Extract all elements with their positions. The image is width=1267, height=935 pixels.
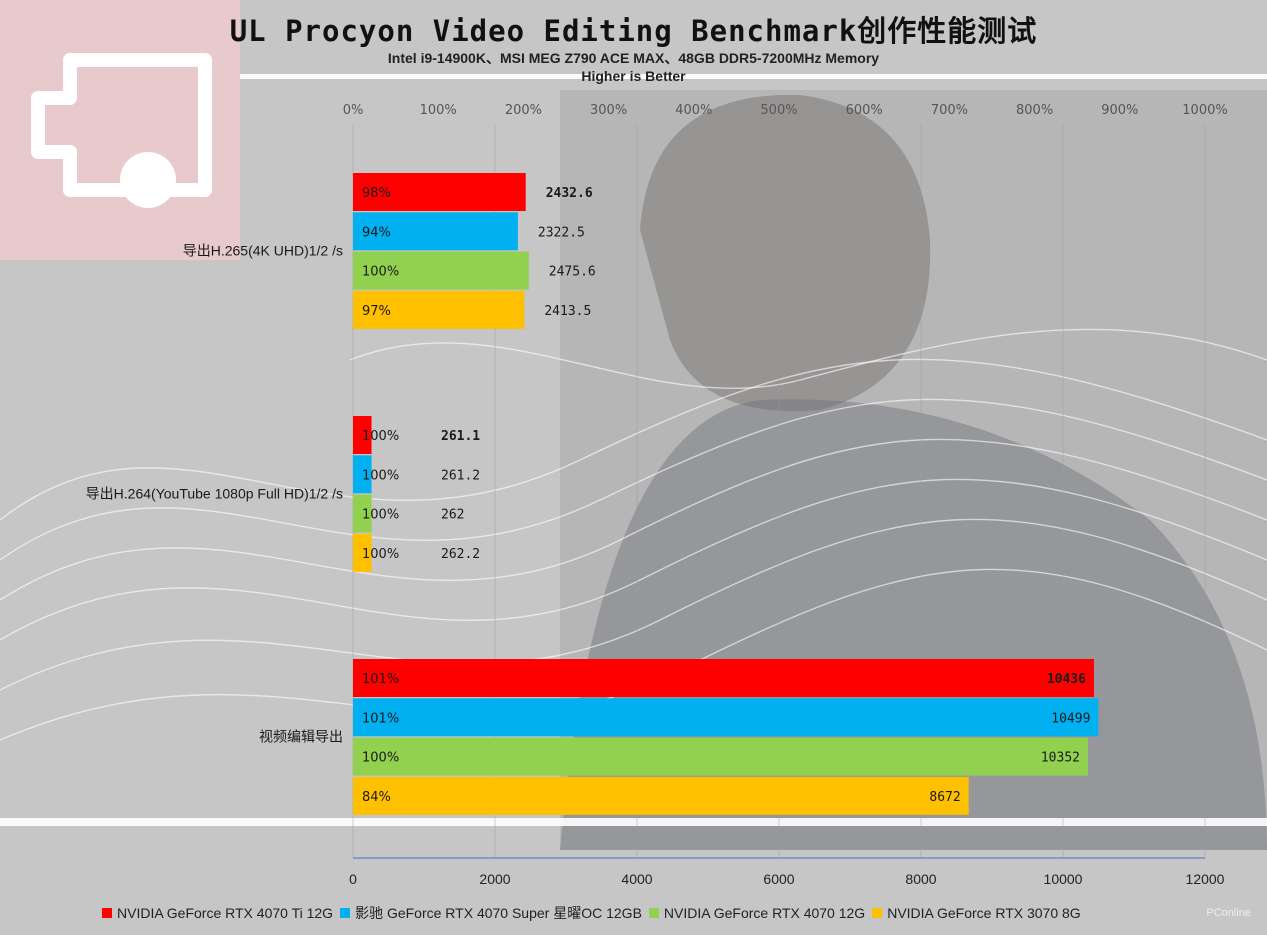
bar [353, 290, 525, 329]
legend-label: NVIDIA GeForce RTX 3070 8G [887, 905, 1081, 921]
top-axis-tick-label: 500% [760, 103, 797, 118]
bar [353, 776, 969, 815]
bar-percent-label: 100% [362, 508, 399, 523]
background-hoodie [560, 399, 1267, 850]
bar-value-label: 262 [441, 508, 464, 523]
background-face [640, 94, 931, 412]
top-axis-tick-label: 300% [590, 103, 627, 118]
bar [353, 737, 1088, 776]
legend-label: 影驰 GeForce RTX 4070 Super 星曜OC 12GB [355, 905, 642, 921]
bar-percent-label: 98% [362, 186, 391, 201]
legend-item-rtx-4070-super: 影驰 GeForce RTX 4070 Super 星曜OC 12GB [340, 903, 642, 923]
legend-item-rtx-4070-ti: NVIDIA GeForce RTX 4070 Ti 12G [102, 905, 333, 921]
background-wave [349, 328, 1267, 389]
bar-percent-label: 84% [362, 790, 391, 805]
watermark: PConline [1206, 907, 1251, 919]
bar-value-label: 262.2 [441, 547, 480, 562]
top-axis-tick-label: 700% [931, 103, 968, 118]
top-axis-tick-label: 1000% [1182, 103, 1227, 118]
legend: NVIDIA GeForce RTX 4070 Ti 12G 影驰 GeForc… [102, 904, 1088, 922]
background-stripe [240, 74, 1267, 79]
bar [353, 251, 529, 290]
background-stripe [0, 818, 1267, 826]
bar [353, 494, 372, 533]
top-axis-tick-label: 400% [675, 103, 712, 118]
background-wave [0, 438, 1267, 601]
chart-note: Higher is Better [581, 68, 686, 84]
legend-label: NVIDIA GeForce RTX 4070 12G [663, 905, 866, 921]
bar-value-label: 261.1 [441, 429, 480, 444]
x-axis-tick-label: 10000 [1044, 871, 1083, 887]
bar-percent-label: 100% [362, 468, 399, 483]
x-axis-tick-label: 2000 [479, 871, 510, 887]
chart-subtitle: Intel i9-14900K、MSI MEG Z790 ACE MAX、48G… [387, 50, 880, 66]
legend-item-rtx-4070: NVIDIA GeForce RTX 4070 12G [648, 905, 866, 921]
legend-swatch [102, 908, 112, 918]
bar [353, 173, 526, 211]
bar-percent-label: 100% [362, 547, 399, 562]
bar-value-label: 2475.6 [549, 265, 596, 280]
bar [353, 212, 518, 251]
bar-percent-label: 97% [362, 304, 391, 319]
legend-swatch [872, 908, 883, 918]
legend-label: NVIDIA GeForce RTX 4070 Ti 12G [117, 905, 334, 921]
top-axis-tick-label: 600% [846, 103, 883, 118]
chart-title: UL Procyon Video Editing Benchmark创作性能测试 [229, 14, 1038, 48]
bar-value-label: 8672 [929, 790, 960, 805]
category-label: 导出H.265(4K UHD)1/2 /s [183, 243, 343, 259]
top-axis-tick-label: 200% [505, 103, 542, 118]
category-label: 导出H.264(YouTube 1080p Full HD)1/2 /s [86, 486, 343, 502]
bar-value-label: 261.2 [441, 468, 480, 483]
bar [353, 455, 372, 494]
bar [353, 533, 372, 572]
bar-percent-label: 100% [362, 751, 399, 766]
bar-value-label: 2432.6 [546, 186, 593, 201]
bar [353, 416, 372, 454]
background-wave [0, 478, 1267, 641]
category-label: 视频编辑导出 [259, 729, 343, 745]
bar-percent-label: 100% [362, 265, 399, 280]
top-axis-tick-label: 800% [1016, 103, 1053, 118]
bar-percent-label: 94% [362, 225, 391, 240]
background-wave [0, 518, 1267, 691]
logo [0, 0, 240, 260]
legend-swatch [340, 908, 351, 918]
x-axis-tick-label: 4000 [621, 871, 652, 887]
top-axis-tick-label: 0% [343, 103, 364, 118]
bar [353, 659, 1094, 697]
bar-value-label: 10436 [1047, 672, 1086, 687]
x-axis-tick-label: 6000 [763, 871, 794, 887]
x-axis-tick-label: 0 [349, 871, 357, 887]
bar-percent-label: 100% [362, 429, 399, 444]
x-axis-tick-label: 12000 [1186, 871, 1225, 887]
background-wave [0, 358, 1267, 521]
bar [353, 698, 1099, 737]
top-axis-tick-label: 100% [420, 103, 457, 118]
bar-value-label: 2413.5 [544, 304, 591, 319]
bar-value-label: 2322.5 [538, 225, 585, 240]
legend-item-rtx-3070: NVIDIA GeForce RTX 3070 8G [872, 905, 1081, 921]
top-axis-tick-label: 900% [1101, 103, 1138, 118]
x-axis-tick-label: 8000 [905, 871, 936, 887]
bar-percent-label: 101% [362, 672, 399, 687]
background-wave [0, 398, 1267, 561]
bar-value-label: 10499 [1051, 711, 1090, 726]
bar-value-label: 10352 [1041, 751, 1080, 766]
bar-percent-label: 101% [362, 711, 399, 726]
video-camera-icon [31, 53, 212, 208]
legend-swatch [648, 908, 659, 918]
